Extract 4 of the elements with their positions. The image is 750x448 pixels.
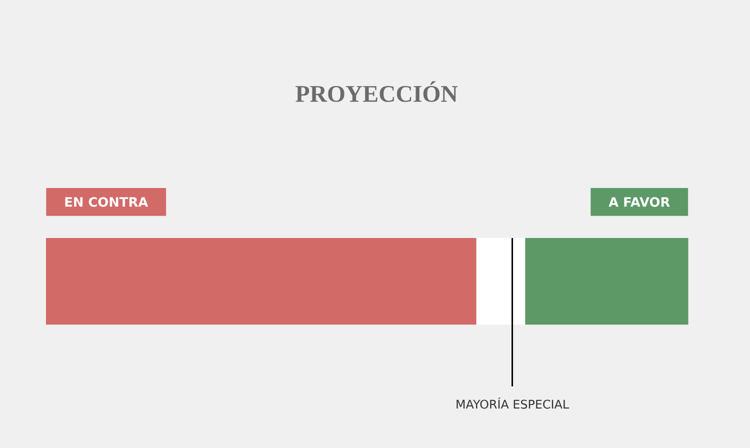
ref-line-label: MAYORÍA ESPECIAL <box>456 397 569 409</box>
text: EN CONTRA <box>65 197 148 207</box>
chart-title: PROYECCIÓN <box>296 81 458 102</box>
text: A FAVOR <box>608 197 670 207</box>
